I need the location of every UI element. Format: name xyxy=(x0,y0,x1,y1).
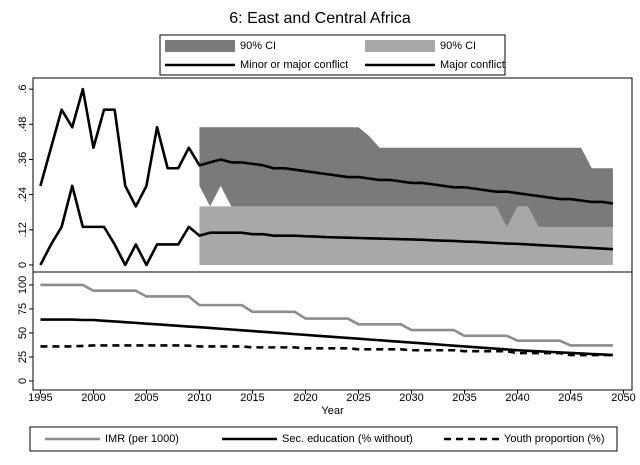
y-tick-label: 50 xyxy=(17,327,29,339)
legend-box xyxy=(29,426,618,452)
x-tick-label: 2010 xyxy=(187,392,211,404)
series-line xyxy=(40,283,613,347)
y-tick-label: .36 xyxy=(17,152,29,167)
y-tick-label: .12 xyxy=(17,222,29,237)
plot-frame xyxy=(32,271,633,391)
x-tick-label: 2025 xyxy=(346,392,370,404)
y-tick-label: .24 xyxy=(17,187,29,202)
x-tick-label: 2000 xyxy=(81,392,105,404)
y-tick-label: 100 xyxy=(17,276,29,294)
y-tick-label: 0 xyxy=(17,378,29,384)
x-axis-label: Year xyxy=(321,405,344,417)
y-tick-label: 25 xyxy=(17,351,29,363)
series-line xyxy=(40,318,613,357)
x-tick-label: 2005 xyxy=(134,392,158,404)
series-line xyxy=(39,184,613,267)
x-tick-label: 2050 xyxy=(611,392,635,404)
chart-title: 6: East and Central Africa xyxy=(229,10,411,27)
legend-label: 90% CI xyxy=(240,40,276,52)
x-tick-label: 2015 xyxy=(240,392,264,404)
x-tick-label: 2045 xyxy=(558,392,582,404)
legend-key xyxy=(165,40,235,52)
legend-label: Sec. education (% without) xyxy=(282,433,413,445)
legend-box xyxy=(159,34,506,76)
ci-band xyxy=(199,127,613,227)
x-tick-label: 2035 xyxy=(452,392,476,404)
y-tick-label: 0 xyxy=(17,262,29,268)
y-tick-label: 75 xyxy=(17,303,29,315)
x-tick-label: 1995 xyxy=(28,392,52,404)
x-tick-label: 2030 xyxy=(399,392,423,404)
legend-label: Major conflict xyxy=(440,59,505,71)
legend-label: 90% CI xyxy=(440,40,476,52)
y-tick-label: .48 xyxy=(17,117,29,132)
legend-label: IMR (per 1000) xyxy=(105,433,179,445)
y-tick-label: .6 xyxy=(17,85,29,94)
legend-label: Minor or major conflict xyxy=(240,59,348,71)
legend-key xyxy=(365,40,435,52)
legend-label: Youth proportion (%) xyxy=(504,433,605,445)
x-tick-label: 2040 xyxy=(505,392,529,404)
series-line xyxy=(39,87,614,208)
x-tick-label: 2020 xyxy=(293,392,317,404)
